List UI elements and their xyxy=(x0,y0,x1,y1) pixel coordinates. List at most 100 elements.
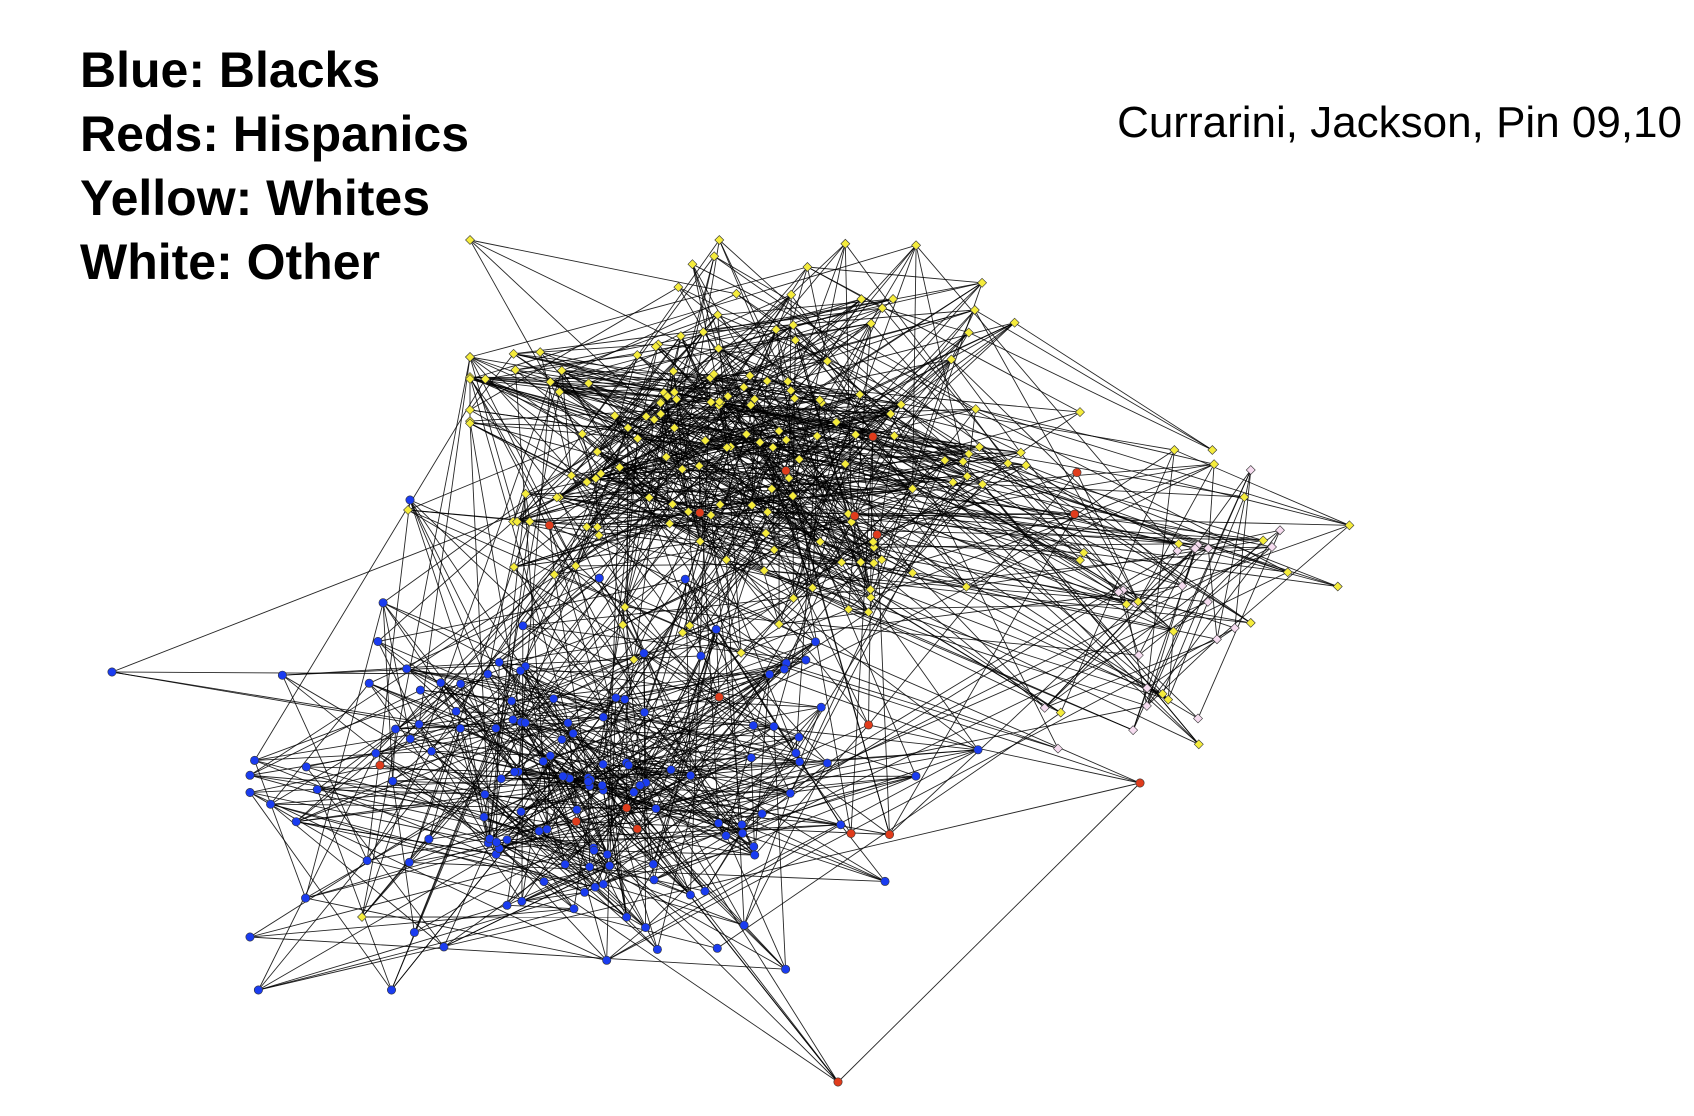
network-node-white xyxy=(744,370,755,381)
network-edge xyxy=(249,441,761,776)
network-edge xyxy=(549,525,638,830)
network-node-black xyxy=(492,837,502,847)
network-node-black xyxy=(973,745,983,755)
network-node-black xyxy=(620,694,630,704)
network-node-white xyxy=(787,491,798,501)
network-edge xyxy=(581,433,787,664)
network-node-white xyxy=(556,365,567,376)
network-node-black xyxy=(700,886,710,896)
network-node-white xyxy=(843,604,854,615)
network-edge xyxy=(254,759,585,893)
network-node-other xyxy=(1275,525,1285,536)
network-edge xyxy=(556,497,752,758)
network-node-black xyxy=(696,651,706,661)
network-edge xyxy=(562,776,604,885)
network-node-white xyxy=(706,510,716,521)
network-edge xyxy=(282,674,575,910)
network-edge xyxy=(633,598,794,793)
network-edge xyxy=(282,674,486,795)
network-edge xyxy=(689,434,856,626)
network-edge xyxy=(795,339,891,415)
network-node-black xyxy=(415,685,425,695)
network-node-white xyxy=(357,912,367,922)
network-edge xyxy=(1174,449,1350,526)
network-edge xyxy=(270,749,979,805)
network-node-other xyxy=(1053,743,1063,754)
network-edge xyxy=(713,255,976,410)
network-node-white xyxy=(1245,617,1256,628)
network-node-hispanic xyxy=(872,530,882,540)
network-edge xyxy=(413,728,497,933)
network-node-white xyxy=(1169,445,1180,455)
network-edge xyxy=(495,659,806,729)
network-node-black xyxy=(622,912,632,922)
network-edge xyxy=(498,662,563,740)
network-node-black xyxy=(737,820,747,830)
network-edge xyxy=(296,821,596,888)
network-node-white xyxy=(814,394,825,405)
network-edge xyxy=(645,782,691,896)
network-node-other xyxy=(1203,543,1214,554)
network-edge xyxy=(1137,463,1215,602)
network-edge xyxy=(382,602,604,718)
network-node-white xyxy=(535,347,546,358)
network-edge xyxy=(889,513,1075,835)
network-node-white xyxy=(509,562,519,572)
network-edge xyxy=(778,587,813,625)
network-edge xyxy=(586,399,821,528)
network-edge xyxy=(614,415,720,698)
network-node-black xyxy=(880,876,890,886)
network-edge xyxy=(550,706,822,757)
network-node-white xyxy=(1055,707,1066,718)
network-edge xyxy=(460,727,589,783)
network-edge xyxy=(653,629,717,880)
network-node-white xyxy=(545,377,556,387)
network-edge xyxy=(608,641,816,867)
network-node-white xyxy=(1344,520,1355,531)
network-node-hispanic xyxy=(833,1077,843,1087)
network-node-white xyxy=(970,404,981,414)
network-node-black xyxy=(749,842,759,852)
network-edge xyxy=(609,697,617,866)
network-edge xyxy=(1167,631,1175,700)
network-node-white xyxy=(755,437,765,448)
network-edge xyxy=(270,803,545,883)
nodes-layer xyxy=(107,235,1355,1087)
network-node-black xyxy=(507,696,517,706)
network-edge xyxy=(827,550,1178,764)
network-edge xyxy=(542,761,655,881)
network-edge xyxy=(361,381,551,918)
network-edge xyxy=(736,293,970,455)
network-edge xyxy=(1014,322,1213,451)
network-node-white xyxy=(850,429,861,440)
network-node-black xyxy=(624,760,634,770)
network-edge xyxy=(406,668,796,754)
network-edge xyxy=(270,683,370,805)
network-node-white xyxy=(1015,447,1026,458)
network-edge xyxy=(645,749,979,928)
network-edge xyxy=(570,475,598,528)
network-edge xyxy=(506,839,575,910)
network-edge xyxy=(254,750,432,761)
network-node-white xyxy=(465,235,475,245)
network-edge xyxy=(409,792,791,863)
network-node-white xyxy=(590,473,601,484)
network-edge xyxy=(751,282,983,506)
network-node-black xyxy=(680,574,690,584)
network-edge xyxy=(366,499,411,861)
network-edge xyxy=(778,430,1127,605)
network-node-hispanic xyxy=(1135,778,1145,788)
network-edge xyxy=(305,762,828,899)
network-node-black xyxy=(414,719,424,729)
network-edge xyxy=(1146,687,1199,719)
network-edge xyxy=(258,782,1141,991)
network-edge xyxy=(258,908,575,991)
network-edge xyxy=(1025,464,1251,624)
network-node-white xyxy=(714,235,725,245)
network-edge xyxy=(596,335,682,453)
network-edge xyxy=(409,499,566,865)
network-edge xyxy=(550,381,954,483)
network-node-black xyxy=(291,817,301,827)
network-node-black xyxy=(405,495,415,505)
network-edge xyxy=(576,821,890,835)
